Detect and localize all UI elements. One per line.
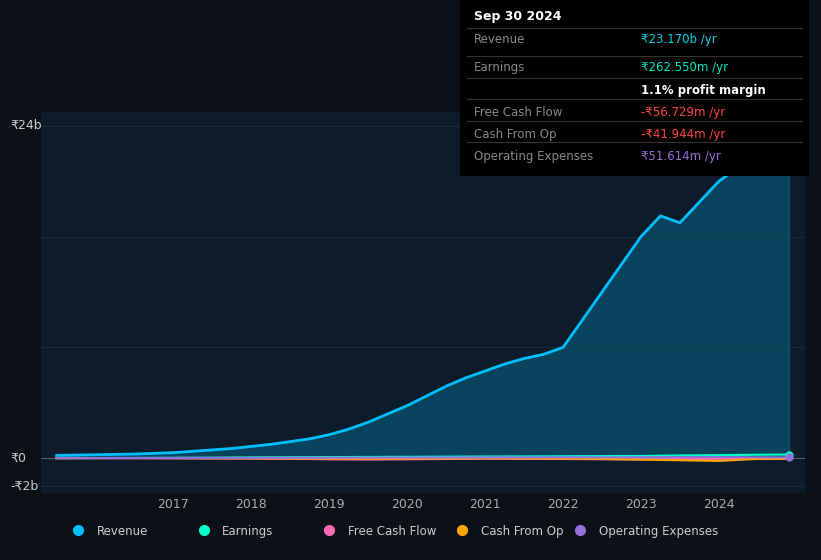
Text: Revenue: Revenue xyxy=(474,33,525,46)
Text: Earnings: Earnings xyxy=(474,61,525,74)
Text: Earnings: Earnings xyxy=(222,525,273,538)
Text: ₹262.550m /yr: ₹262.550m /yr xyxy=(641,61,728,74)
Text: ₹0: ₹0 xyxy=(11,452,26,465)
Text: ₹51.614m /yr: ₹51.614m /yr xyxy=(641,151,721,164)
Text: 1.1% profit margin: 1.1% profit margin xyxy=(641,84,766,97)
Text: Sep 30 2024: Sep 30 2024 xyxy=(474,10,562,23)
Text: Cash From Op: Cash From Op xyxy=(474,128,556,141)
Text: Revenue: Revenue xyxy=(97,525,148,538)
Text: -₹2b: -₹2b xyxy=(11,479,39,492)
Text: -₹41.944m /yr: -₹41.944m /yr xyxy=(641,128,726,141)
Text: Free Cash Flow: Free Cash Flow xyxy=(474,106,562,119)
Text: ₹24b: ₹24b xyxy=(11,119,42,132)
Text: ₹23.170b /yr: ₹23.170b /yr xyxy=(641,33,717,46)
Text: Operating Expenses: Operating Expenses xyxy=(474,151,593,164)
Text: Free Cash Flow: Free Cash Flow xyxy=(348,525,436,538)
Text: Cash From Op: Cash From Op xyxy=(481,525,563,538)
Text: -₹56.729m /yr: -₹56.729m /yr xyxy=(641,106,726,119)
Text: Operating Expenses: Operating Expenses xyxy=(599,525,718,538)
